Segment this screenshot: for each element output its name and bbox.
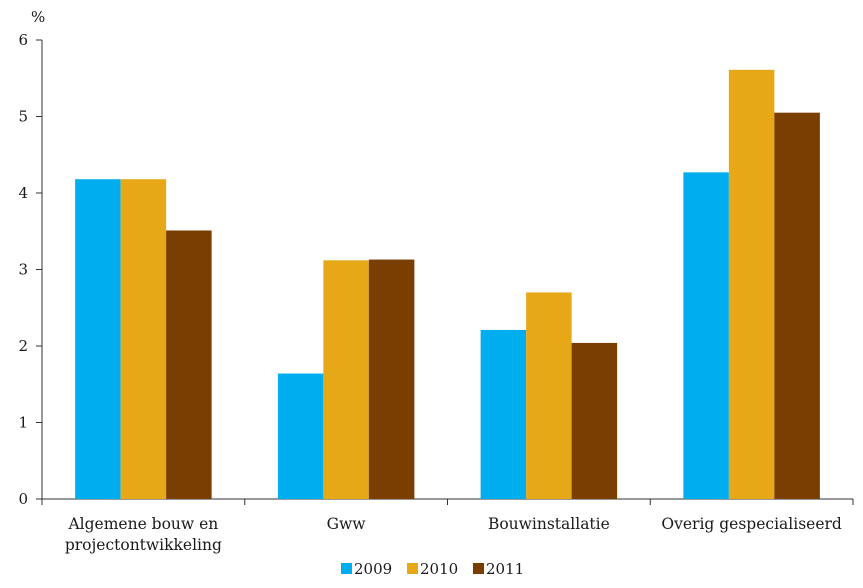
bar-2010-1 bbox=[323, 260, 369, 499]
y-tick-label: 3 bbox=[18, 261, 28, 279]
bar-2011-1 bbox=[368, 259, 415, 499]
category-label: Overig gespecialiseerd bbox=[661, 515, 842, 533]
y-axis-label: % bbox=[31, 8, 45, 26]
y-tick-label: 4 bbox=[18, 184, 28, 202]
legend-swatch-2010 bbox=[407, 563, 418, 574]
bar-2009-0 bbox=[75, 179, 121, 500]
bar-2009-2 bbox=[480, 329, 527, 499]
y-tick-label: 1 bbox=[18, 414, 28, 432]
bar-2009-1 bbox=[277, 373, 324, 499]
legend-label: 2009 bbox=[354, 560, 392, 578]
category-label: projectontwikkeling bbox=[65, 536, 222, 554]
category-label: Bouwinstallatie bbox=[488, 515, 610, 533]
y-tick-label: 2 bbox=[18, 337, 28, 355]
legend-label: 2011 bbox=[486, 560, 524, 578]
bar-2010-0 bbox=[120, 179, 167, 500]
y-tick-label: 0 bbox=[18, 490, 28, 508]
bar-2010-2 bbox=[526, 292, 572, 499]
legend-label: 2010 bbox=[420, 560, 458, 578]
y-tick-label: 6 bbox=[18, 31, 28, 49]
legend: 2009 2010 2011 bbox=[341, 560, 524, 578]
bar-2011-3 bbox=[774, 112, 820, 500]
bar-2009-3 bbox=[683, 172, 729, 499]
legend-swatch-2009 bbox=[341, 563, 352, 574]
bar-2011-0 bbox=[166, 230, 212, 500]
bar-2010-3 bbox=[728, 69, 775, 500]
category-label: Gww bbox=[327, 515, 367, 533]
bar-2011-2 bbox=[571, 342, 618, 499]
y-tick-label: 5 bbox=[18, 108, 28, 126]
bars bbox=[75, 69, 820, 500]
category-label: Algemene bouw en bbox=[67, 515, 218, 533]
legend-swatch-2011 bbox=[473, 563, 484, 574]
category-labels: Algemene bouw en projectontwikkeling Gww Bo… bbox=[65, 515, 842, 554]
